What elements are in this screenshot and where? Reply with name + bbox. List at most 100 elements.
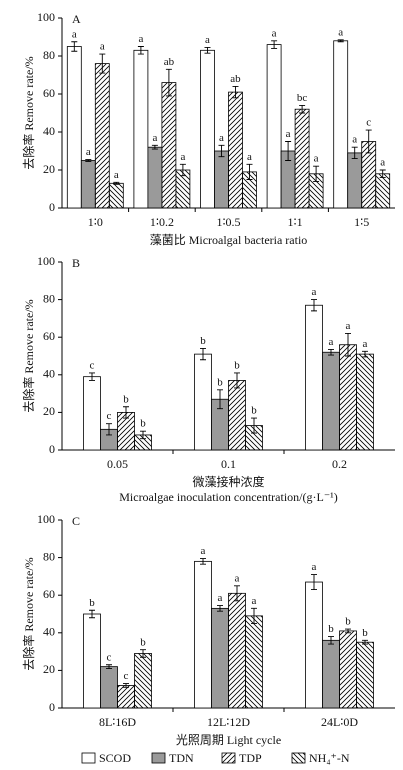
bar (322, 351, 340, 451)
x-tick-label: 24L∶0D (321, 715, 358, 729)
y-tick-label: 100 (37, 254, 55, 268)
bar (356, 353, 374, 451)
error-bar (106, 664, 112, 669)
error-bar (99, 53, 106, 74)
x-tick-label: 0.1 (221, 457, 236, 471)
bar (134, 653, 152, 709)
error-bar (379, 169, 386, 179)
significance-letter: a (114, 169, 119, 181)
bar (83, 376, 101, 451)
significance-letter: a (247, 151, 252, 163)
error-bar (151, 144, 158, 150)
error-bar (311, 299, 317, 312)
significance-letter: b (200, 335, 206, 347)
bar (356, 641, 374, 709)
significance-letter: a (314, 153, 319, 165)
significance-letter: a (252, 595, 257, 607)
error-bar (362, 350, 368, 358)
error-bar (85, 159, 92, 162)
y-tick-label: 80 (43, 48, 55, 62)
bar (108, 182, 124, 209)
x-tick-label: 1∶0 (88, 215, 103, 229)
bar (245, 615, 263, 709)
y-tick-label: 40 (43, 124, 55, 138)
x-tick-label: 1∶5 (354, 215, 369, 229)
significance-letter: a (235, 572, 240, 584)
bar (200, 49, 215, 209)
bar (339, 630, 357, 709)
legend-label: TDP (239, 751, 262, 765)
y-tick-label: 60 (43, 329, 55, 343)
y-axis-title: 去除率 Remove rate/% (21, 56, 36, 169)
y-tick-label: 100 (37, 10, 55, 24)
error-bar (179, 163, 186, 177)
y-tick-label: 100 (37, 512, 55, 526)
significance-letter: a (100, 41, 105, 53)
bar (214, 150, 229, 209)
significance-letter: a (346, 320, 351, 332)
bar (194, 560, 212, 709)
error-bar (204, 47, 211, 54)
error-bar (345, 332, 351, 357)
legend-label: NH₄⁺-N (309, 751, 350, 765)
significance-letter: b (328, 623, 334, 635)
significance-letter: a (312, 561, 317, 573)
significance-letter: b (234, 359, 240, 371)
panel-label: B (72, 256, 80, 270)
bar (266, 44, 282, 209)
bar (66, 46, 82, 209)
error-bar (200, 348, 206, 361)
bar (94, 63, 110, 209)
y-tick-label: 40 (43, 625, 55, 639)
error-bar (123, 406, 129, 419)
error-bar (234, 372, 240, 389)
significance-letter: c (366, 117, 371, 129)
significance-letter: c (124, 670, 129, 682)
x-tick-label: 0.2 (332, 457, 347, 471)
error-bar (113, 181, 120, 185)
y-axis-title: 去除率 Remove rate/% (21, 557, 36, 670)
error-bar (232, 85, 239, 99)
error-bar (106, 423, 112, 436)
x-tick-label: 12L∶12D (207, 715, 250, 729)
error-bar (365, 129, 372, 154)
error-bar (137, 46, 144, 55)
error-bar (218, 144, 225, 158)
error-bar (345, 628, 351, 634)
significance-letter: b (217, 376, 223, 388)
panel-label: A (72, 12, 81, 26)
bar (294, 108, 310, 209)
significance-letter: a (363, 338, 368, 350)
y-axis-title: 去除率 Remove rate/% (21, 299, 36, 412)
error-bar (362, 639, 368, 645)
bar (305, 304, 323, 451)
panel-label: C (72, 514, 80, 528)
significance-letter: b (345, 616, 351, 628)
significance-letter: a (138, 33, 143, 45)
significance-letter: a (72, 28, 77, 40)
significance-letter: a (218, 592, 223, 604)
significance-letter: a (329, 336, 334, 348)
error-bar (313, 165, 320, 182)
bar (117, 685, 135, 709)
y-tick-label: 0 (49, 700, 55, 714)
significance-letter: b (251, 405, 257, 417)
error-bar (217, 605, 223, 612)
significance-letter: ab (164, 56, 175, 68)
significance-letter: a (86, 146, 91, 158)
y-tick-label: 20 (43, 162, 55, 176)
error-bar (311, 574, 317, 591)
bar (161, 82, 177, 209)
error-bar (71, 41, 78, 52)
error-bar (251, 607, 257, 624)
bar (339, 344, 357, 451)
error-bar (285, 141, 292, 161)
error-bar (165, 68, 172, 97)
x-tick-label: 1∶0.2 (150, 215, 174, 229)
error-bar (200, 558, 206, 565)
y-tick-label: 60 (43, 587, 55, 601)
x-axis-title: Microalgae inoculation concentration/(g·… (119, 490, 338, 504)
significance-letter: a (272, 27, 277, 39)
significance-letter: a (152, 132, 157, 144)
